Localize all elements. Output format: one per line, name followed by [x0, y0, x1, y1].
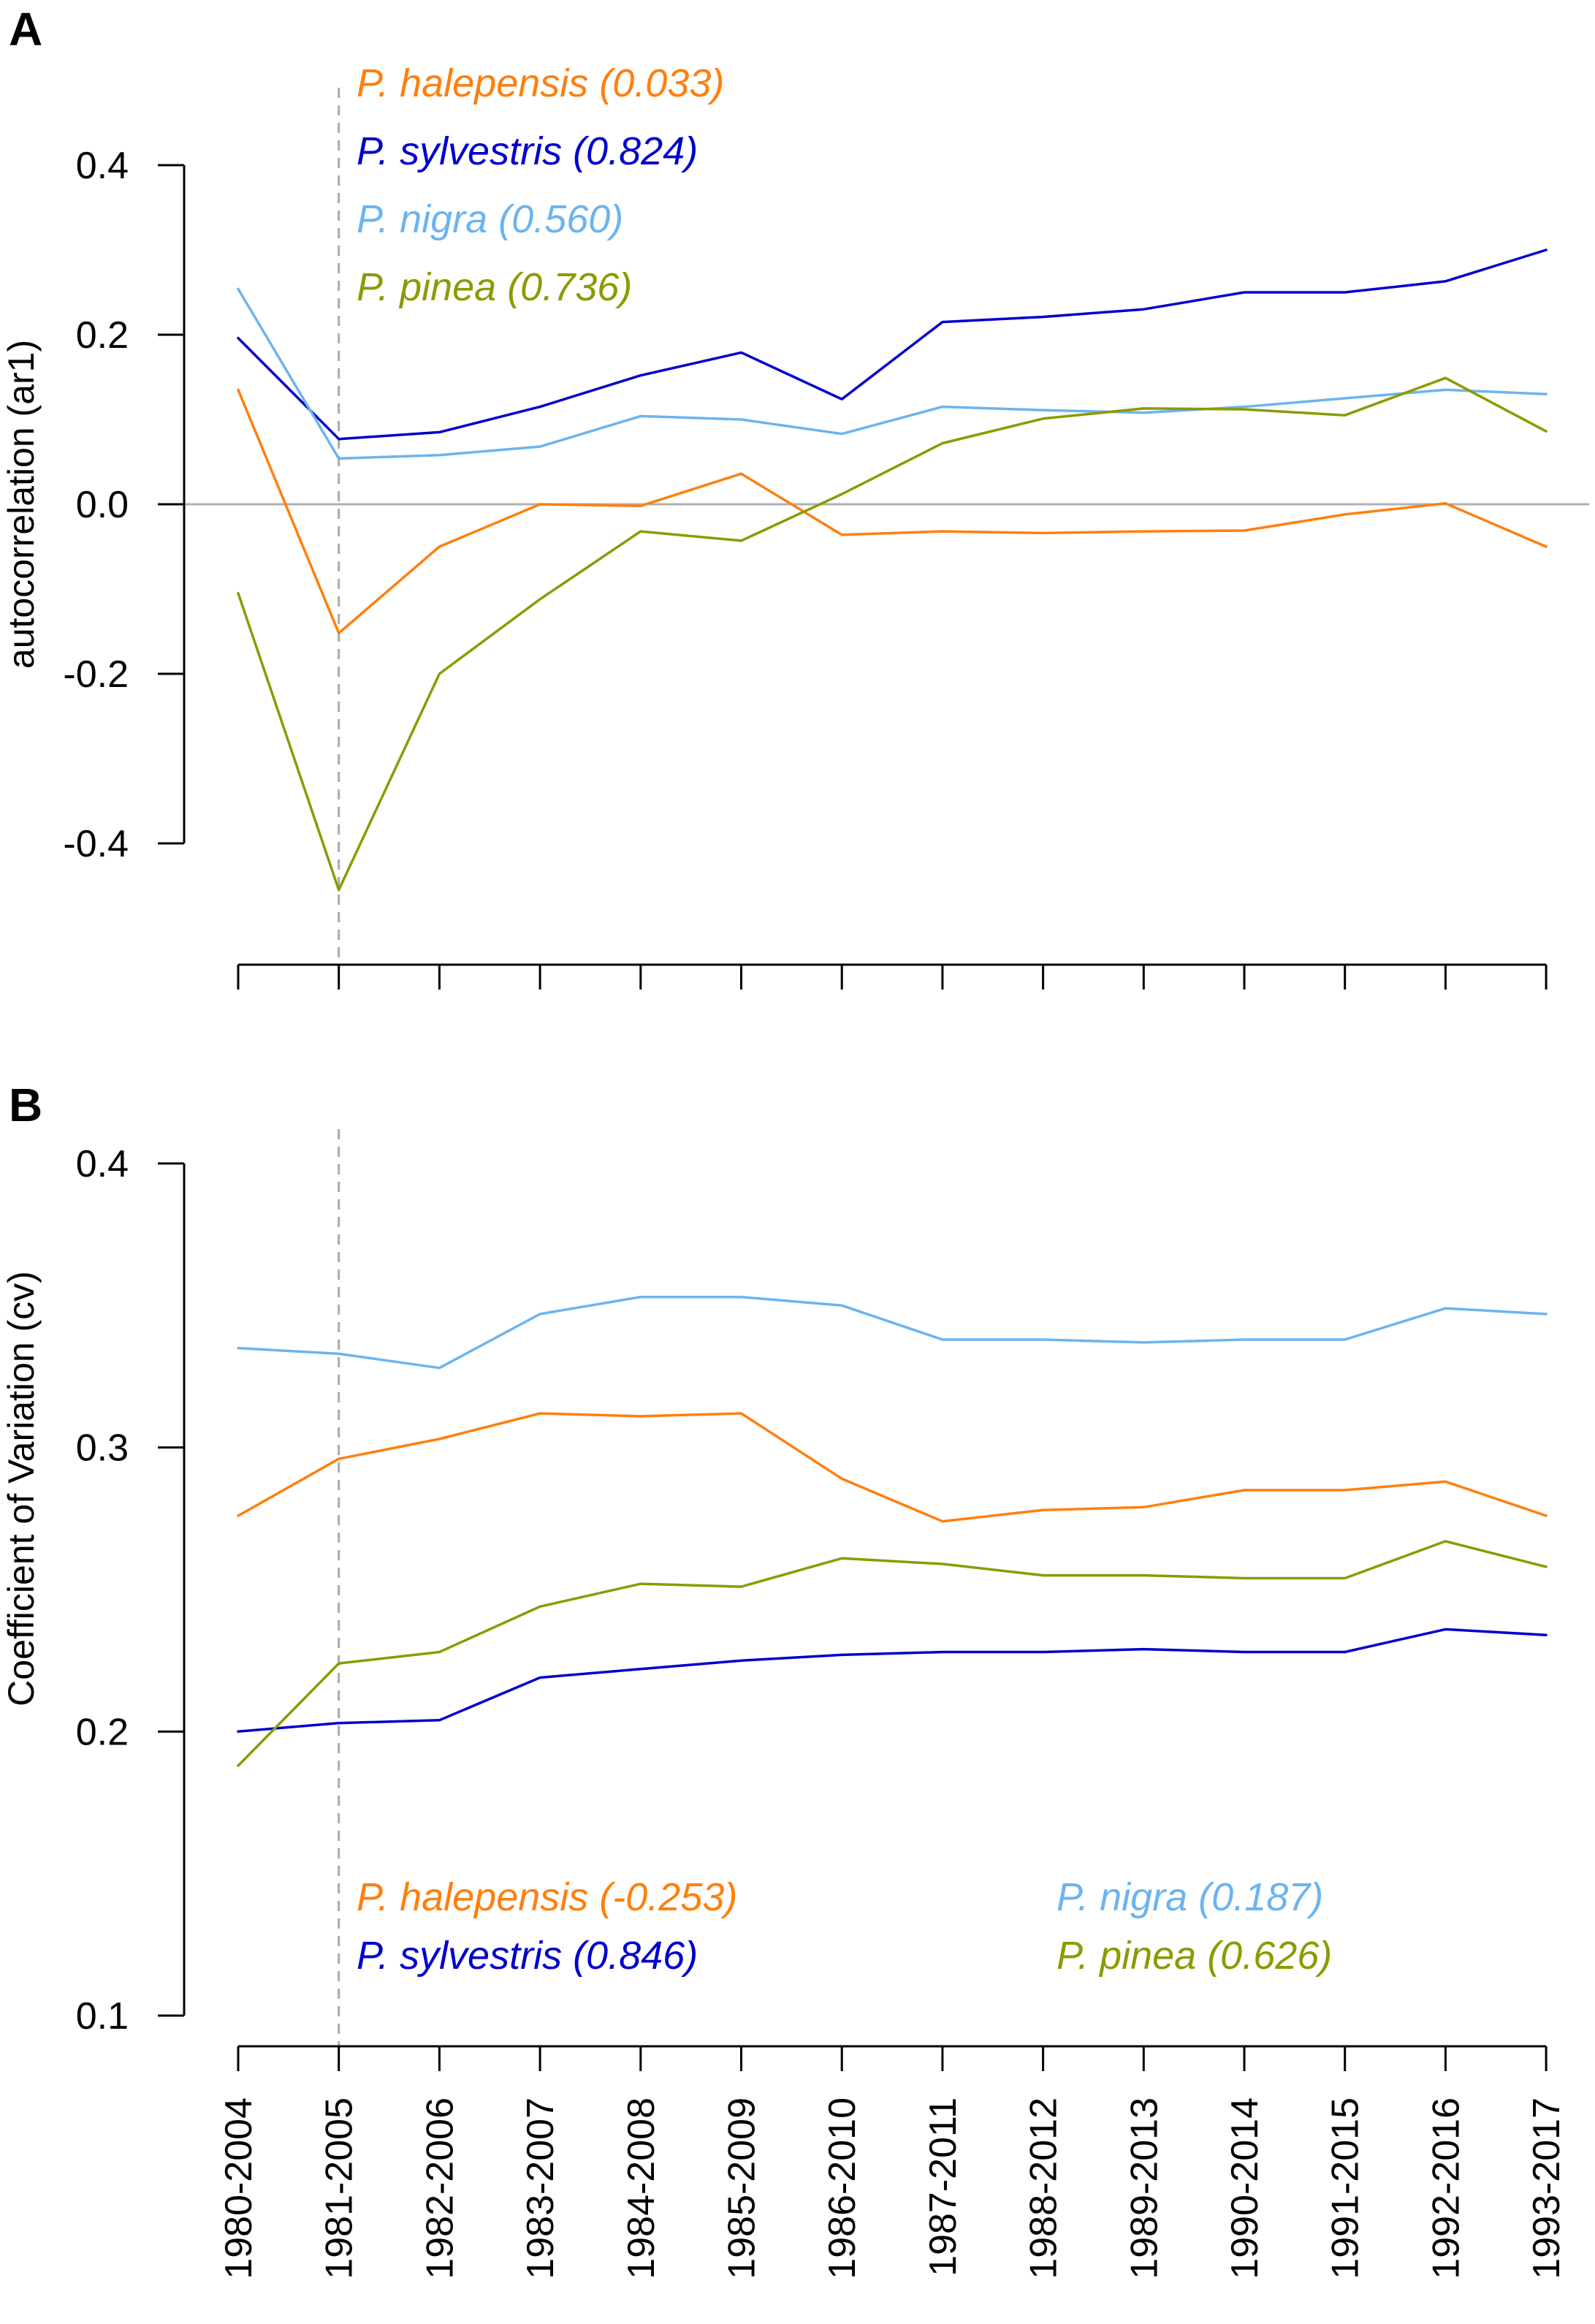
y-tick-label-b-1: 0.3 [76, 1427, 129, 1470]
panel-a-label: A [9, 3, 42, 56]
panel-a-reference-lines [184, 88, 1589, 965]
legend-a-nigra: P. nigra (0.560) [357, 197, 623, 241]
series-line-a-nigra [237, 287, 1548, 460]
series-line-b-sylvestris [237, 1628, 1548, 1733]
x-tick-label-2: 1982-2006 [419, 2097, 461, 2279]
legend-b-sylvestris: P. sylvestris (0.846) [357, 1934, 698, 1978]
legend-a-sylvestris: P. sylvestris (0.824) [357, 129, 698, 173]
legend-a-halepensis: P. halepensis (0.033) [357, 61, 724, 105]
legend-b-pinea: P. pinea (0.626) [1057, 1934, 1332, 1978]
panel-a-y-axis-label: autocorrelation (ar1) [1, 340, 42, 669]
panel-b-y-axis: 0.4 0.3 0.2 0.1 [76, 1143, 186, 2038]
x-tick-label-11: 1991-2015 [1325, 2097, 1367, 2279]
y-tick-label-b-0: 0.4 [76, 1143, 129, 1185]
panel-a-legend: P. halepensis (0.033) P. sylvestris (0.8… [357, 61, 724, 309]
series-line-b-pinea [237, 1540, 1548, 1767]
x-tick-labels: 1980-2004 1981-2005 1982-2006 1983-2007 1984… [218, 2097, 1568, 2279]
x-tick-label-13: 1993-2017 [1526, 2097, 1568, 2279]
panel-b-y-axis-label: Coefficient of Variation (cv) [1, 1271, 42, 1706]
x-tick-label-9: 1989-2013 [1123, 2097, 1165, 2279]
series-line-b-nigra [237, 1295, 1548, 1370]
x-tick-label-7: 1987-2011 [922, 2097, 964, 2276]
panel-b-legend: P. halepensis (-0.253) P. sylvestris (0.… [357, 1875, 1332, 1978]
y-tick-label-a-3: -0.2 [63, 653, 129, 696]
x-tick-label-6: 1986-2010 [821, 2097, 864, 2279]
legend-b-halepensis: P. halepensis (-0.253) [357, 1875, 737, 1919]
series-line-a-pinea [237, 376, 1548, 892]
panel-a-y-axis: 0.4 0.2 0.0 -0.2 -0.4 [63, 145, 186, 865]
y-tick-label-a-4: -0.4 [63, 823, 129, 865]
panel-b-series-lines [237, 1295, 1548, 1767]
legend-b-nigra: P. nigra (0.187) [1057, 1875, 1323, 1919]
x-tick-label-4: 1984-2008 [620, 2097, 663, 2279]
x-tick-label-12: 1992-2016 [1425, 2097, 1467, 2279]
y-tick-label-b-2: 0.2 [76, 1711, 129, 1753]
series-line-a-halepensis [237, 388, 1548, 635]
y-tick-label-a-2: 0.0 [76, 484, 129, 526]
x-tick-label-8: 1988-2012 [1023, 2097, 1065, 2279]
series-line-b-halepensis [237, 1412, 1548, 1523]
panel-a-x-axis [237, 963, 1548, 990]
x-tick-label-0: 1980-2004 [218, 2097, 260, 2279]
legend-a-pinea: P. pinea (0.736) [357, 265, 632, 309]
panel-b-coefficient-of-variation: B Coefficient of Variation (cv) 0.40.30.… [1, 1079, 1548, 2071]
panel-a-series-lines [237, 248, 1548, 892]
panel-a-autocorrelation: A autocorrelation (ar1) 0.4 0.2 0.0 -0.2 -0.… [1, 3, 1589, 990]
series-line-a-sylvestris [237, 248, 1548, 441]
x-tick-label-1: 1981-2005 [319, 2097, 361, 2279]
x-tick-label-3: 1983-2007 [519, 2097, 562, 2279]
x-tick-label-5: 1985-2009 [721, 2097, 764, 2279]
y-tick-label-a-0: 0.4 [76, 145, 129, 187]
panel-b-x-axis [237, 2045, 1548, 2071]
y-tick-label-a-1: 0.2 [76, 314, 129, 357]
x-tick-label-10: 1990-2014 [1224, 2097, 1266, 2279]
panel-b-label: B [9, 1079, 42, 1131]
y-tick-label-b-3: 0.1 [76, 1995, 129, 2038]
